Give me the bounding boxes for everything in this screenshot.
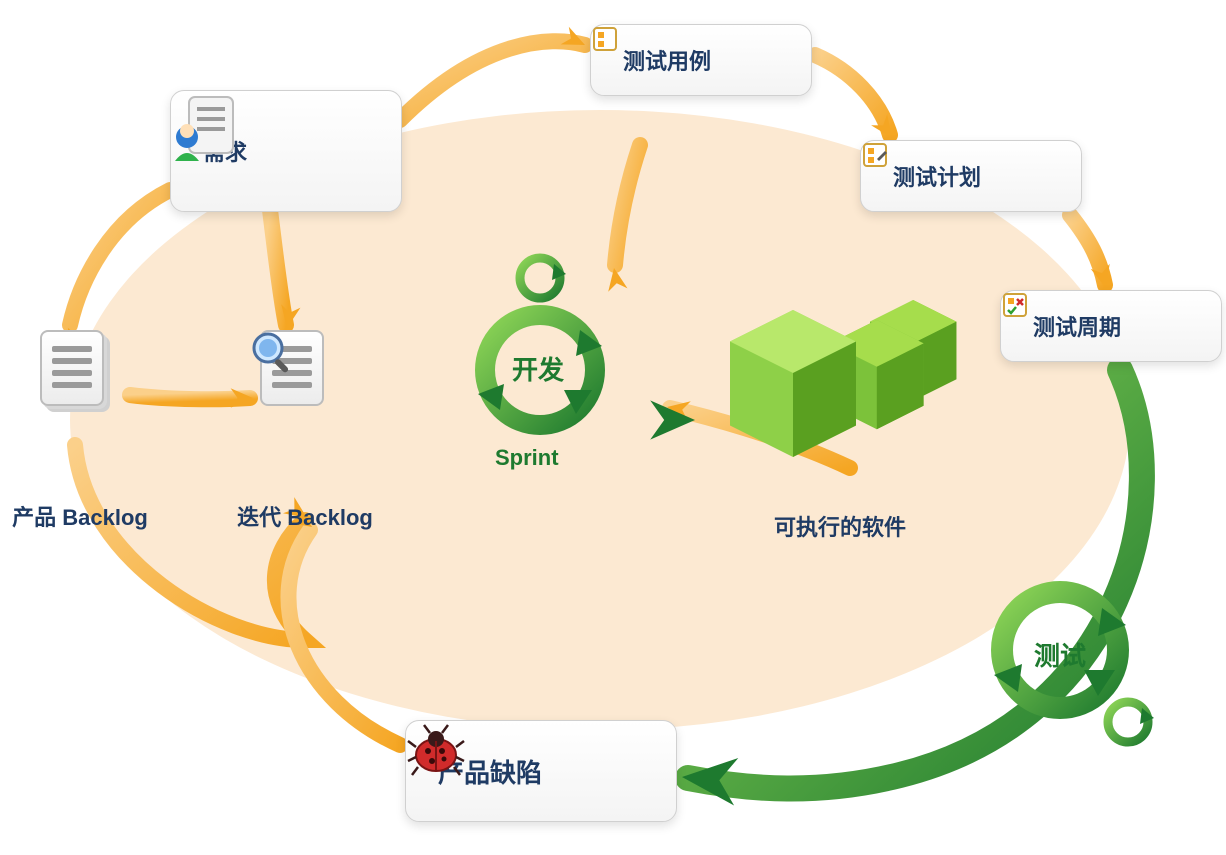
test-cases-label: 测试用例	[623, 44, 711, 76]
list-edit-icon	[861, 141, 889, 169]
software-caption: 可执行的软件	[740, 510, 940, 542]
sprint-backlog-icon	[260, 330, 324, 406]
product-backlog-icon	[40, 330, 104, 406]
defects-node: 产品缺陷	[405, 720, 677, 822]
sprint-backlog-caption: 迭代 Backlog	[220, 500, 390, 532]
dev-cycle-icon	[450, 250, 630, 440]
person-doc-icon	[171, 91, 241, 171]
magnifier-icon	[250, 330, 296, 376]
test-cases-node: 测试用例	[590, 24, 812, 96]
product-backlog-caption: 产品 Backlog	[0, 500, 160, 532]
test-plan-label: 测试计划	[893, 160, 981, 192]
test-plan-node: 测试计划	[860, 140, 1082, 212]
software-cubes-icon	[720, 290, 960, 460]
scrum-process-diagram: 产品 Backlog 迭代 Backlog 开发 Sprint 可执行的软件	[0, 0, 1226, 855]
sprint-label: Sprint	[495, 445, 559, 471]
list-icon	[591, 25, 619, 53]
test-label: 测试	[1034, 636, 1086, 673]
list-check-icon	[1001, 291, 1029, 319]
test-cycle-label: 测试周期	[1033, 310, 1121, 342]
requirements-node: 需求	[170, 90, 402, 212]
bug-icon	[406, 721, 466, 781]
test-cycle-node: 测试周期	[1000, 290, 1222, 362]
dev-label: 开发	[512, 350, 564, 387]
